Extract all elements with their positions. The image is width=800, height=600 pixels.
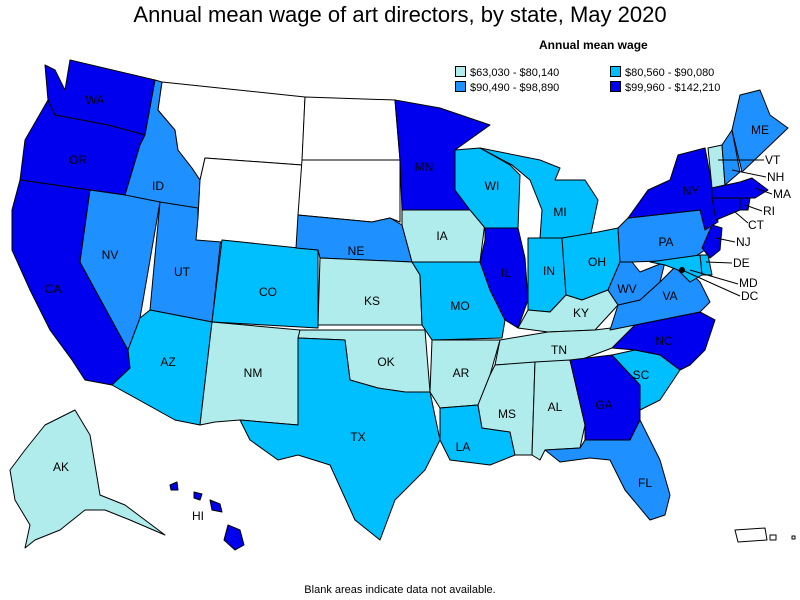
state-label: IA [436,229,447,243]
state-label: IL [501,266,511,280]
state-nd[interactable] [301,96,401,161]
legend-title: Annual mean wage [539,38,648,52]
state-label: MO [450,299,469,313]
state-label: DC [741,289,759,303]
state-label: FL [638,476,652,490]
state-label: KS [364,294,380,308]
legend-item: $63,030 - $80,140 [455,66,559,80]
state-md[interactable] [649,254,703,283]
state-sd[interactable] [297,159,401,223]
state-label: SC [633,368,650,382]
state-label: AK [53,460,69,474]
legend-label: $63,030 - $80,140 [470,67,560,79]
state-pr[interactable] [734,527,796,543]
state-label: NH [767,170,784,184]
legend-label: $99,960 - $142,210 [625,82,721,94]
state-me[interactable] [731,89,789,173]
state-mi[interactable] [479,147,599,239]
state-tx[interactable] [239,337,441,541]
state-label: WI [485,179,500,193]
state-label: NJ [736,235,751,249]
state-label: MS [498,407,516,421]
legend-swatch [455,81,466,92]
state-label: CT [748,218,765,232]
legend-item: $90,490 - $98,890 [455,81,559,95]
state-label: VA [662,289,677,303]
state-label: MI [553,205,566,219]
state-fl[interactable] [544,419,671,521]
state-label: OK [377,355,394,369]
leader-lines [681,159,773,297]
state-label: HI [192,509,204,523]
state-ct[interactable] [711,197,741,221]
legend-label: $90,490 - $98,890 [470,82,560,94]
state-label: NC [655,334,673,348]
state-label: AR [453,366,470,380]
state-label: WA [86,93,105,107]
state-labels: WA OR CA ID NV UT AZ CO NM NE KS OK TX M… [45,93,791,523]
state-co[interactable] [211,239,319,329]
state-label: OH [588,255,606,269]
map-title: Annual mean wage of art directors, by st… [133,2,667,27]
state-ks[interactable] [317,257,423,326]
state-label: AZ [160,355,175,369]
state-label: AL [548,400,563,414]
state-label: TX [350,430,365,444]
state-label: MN [415,160,434,174]
state-label: VT [765,153,781,167]
state-label: RI [763,204,775,218]
legend-item: $99,960 - $142,210 [610,81,720,95]
state-label: MA [773,187,791,201]
state-label: DE [733,256,750,270]
state-label: NM [244,366,263,380]
legend-swatch [455,66,466,77]
state-hi[interactable] [169,481,245,551]
state-label: IN [543,264,555,278]
state-label: ME [751,123,769,137]
legend-swatch [610,81,621,92]
legend-item: $80,560 - $90,080 [610,66,714,80]
state-label: CO [259,285,277,299]
legend-swatch [610,66,621,77]
state-label: GA [595,398,612,412]
footnote: Blank areas indicate data not available. [304,584,496,596]
state-label: KY [573,306,589,320]
state-label: OR [69,153,87,167]
state-label: WV [617,282,636,296]
state-ny[interactable] [627,147,719,231]
state-label: NE [348,244,365,258]
state-nj[interactable] [701,224,723,259]
state-label: NY [683,184,700,198]
state-wy[interactable] [195,157,303,249]
state-ri[interactable] [739,197,751,211]
state-label: NV [102,248,119,262]
state-label: ID [152,179,164,193]
legend-label: $80,560 - $90,080 [625,67,715,79]
state-ak[interactable] [9,409,166,549]
state-label: MD [739,276,758,290]
state-label: PA [658,235,673,249]
state-label: UT [174,265,191,279]
state-label: LA [456,440,471,454]
state-il[interactable] [479,227,529,329]
state-label: TN [551,343,567,357]
state-label: CA [45,282,62,296]
